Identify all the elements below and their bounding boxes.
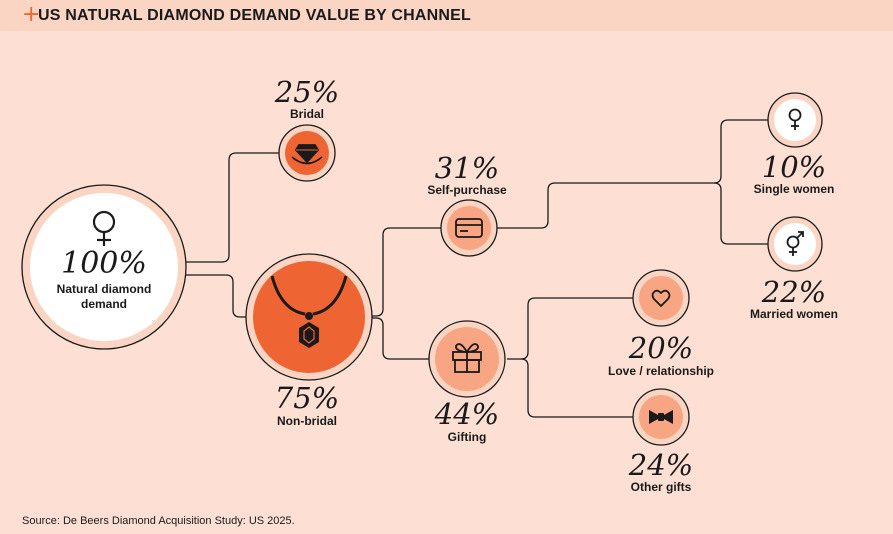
bridal-label: Bridal [289,107,324,121]
plus-icon: + [22,2,41,27]
node-nonbridal [245,253,373,381]
node-gifting [428,320,506,398]
root-percent: 100% [61,246,147,281]
connector-nonbridal-gifting [371,317,431,360]
connector-root-bridal [186,152,279,263]
bow-tie-icon [649,410,673,424]
nonbridal-percent: 75% [274,381,340,415]
married-label: Married women [749,307,839,321]
root-label-line1: Natural diamond [56,282,152,296]
connector-selfpurchase-married [713,182,768,245]
love-label: Love / relationship [607,364,715,378]
credit-card-icon [455,218,483,238]
male-female-symbol-icon [786,231,804,256]
connector-lines [186,119,768,418]
connector-gifting-other [520,358,633,418]
connector-selfpurchase-single [497,119,768,229]
female-symbol-icon [92,210,116,246]
node-selfpurchase [440,199,498,257]
single-label: Single women [753,182,835,196]
selfpurchase-label: Self-purchase [427,183,507,197]
married-percent: 22% [761,275,827,309]
love-percent: 20% [628,331,694,365]
nonbridal-label: Non-bridal [277,414,337,428]
other-label: Other gifts [630,480,692,494]
header-bar: + US NATURAL DIAMOND DEMAND VALUE BY CHA… [0,0,893,31]
page-title: US NATURAL DIAMOND DEMAND VALUE BY CHANN… [38,7,471,24]
pendant-necklace-icon [270,275,348,348]
node-single [767,92,823,148]
node-bridal [278,124,336,182]
connector-nonbridal-selfpurchase [371,227,441,317]
diamond-ring-icon [291,144,323,165]
node-love [632,269,690,327]
female-symbol-icon [788,108,802,130]
gift-box-icon [452,343,482,373]
connector-gifting-love [507,297,633,360]
single-percent: 10% [761,150,827,184]
gifting-percent: 44% [434,397,500,431]
source-note: Source: De Beers Diamond Acquisition Stu… [22,515,295,527]
gifting-label: Gifting [447,430,487,444]
selfpurchase-percent: 31% [434,151,500,185]
connector-root-nonbridal [186,274,248,318]
root-label-line2: demand [80,297,127,311]
node-other [632,388,690,446]
bridal-percent: 25% [274,75,340,109]
node-root [21,184,187,350]
node-married [767,216,823,272]
heart-icon [651,289,671,307]
other-percent: 24% [628,448,694,482]
